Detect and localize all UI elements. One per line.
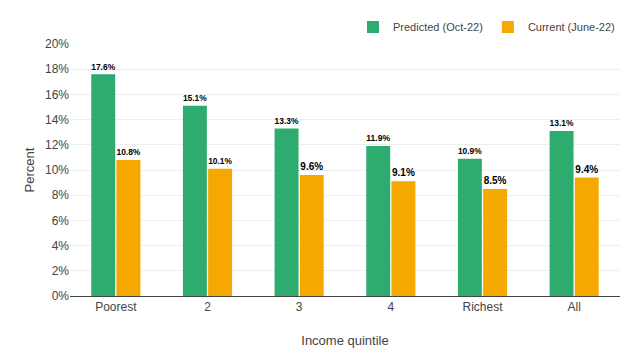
svg-text:16%: 16% (45, 88, 69, 102)
svg-text:20%: 20% (45, 37, 69, 51)
svg-text:Current (June-22): Current (June-22) (528, 21, 615, 33)
svg-text:14%: 14% (45, 113, 69, 127)
svg-text:4: 4 (387, 300, 394, 314)
svg-text:11.9%: 11.9% (366, 133, 390, 143)
svg-text:9.6%: 9.6% (300, 161, 323, 172)
svg-text:12%: 12% (45, 138, 69, 152)
svg-text:0%: 0% (52, 289, 70, 303)
svg-text:9.1%: 9.1% (392, 167, 415, 178)
svg-text:18%: 18% (45, 62, 69, 76)
svg-text:10.9%: 10.9% (458, 146, 482, 156)
svg-text:Poorest: Poorest (95, 300, 137, 314)
svg-text:All: All (567, 300, 580, 314)
svg-text:10.8%: 10.8% (116, 147, 140, 157)
svg-text:4%: 4% (52, 239, 70, 253)
svg-text:17.6%: 17.6% (91, 62, 115, 72)
svg-text:3: 3 (296, 300, 303, 314)
svg-text:Income quintile: Income quintile (301, 333, 388, 348)
svg-text:15.1%: 15.1% (183, 93, 207, 103)
svg-text:9.4%: 9.4% (575, 164, 598, 175)
svg-text:Predicted (Oct-22): Predicted (Oct-22) (393, 21, 483, 33)
svg-text:8%: 8% (52, 188, 70, 202)
svg-text:2%: 2% (52, 264, 70, 278)
svg-text:10.1%: 10.1% (208, 156, 232, 166)
svg-text:6%: 6% (52, 214, 70, 228)
svg-text:10%: 10% (45, 163, 69, 177)
svg-text:Percent: Percent (22, 147, 37, 192)
svg-text:13.3%: 13.3% (275, 116, 299, 126)
svg-text:Richest: Richest (462, 300, 503, 314)
svg-text:8.5%: 8.5% (484, 175, 507, 186)
svg-text:13.1%: 13.1% (550, 118, 574, 128)
svg-text:2: 2 (204, 300, 211, 314)
